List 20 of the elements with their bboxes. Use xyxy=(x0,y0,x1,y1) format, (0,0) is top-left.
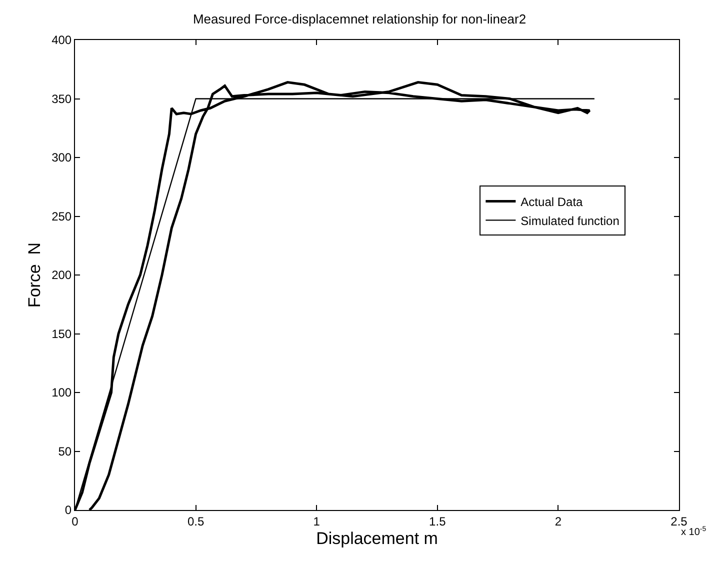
x-axis-title: Displacement m xyxy=(316,528,438,548)
y-tick-label: 200 xyxy=(52,268,72,282)
y-tick-label: 0 xyxy=(64,503,72,518)
y-tick-label: 150 xyxy=(52,326,72,341)
x-tick-label: 1 xyxy=(313,514,320,528)
y-axis-title: Force N xyxy=(25,242,44,308)
legend-label: Actual Data xyxy=(520,194,584,209)
x-tick-label: 2 xyxy=(554,514,562,528)
text: x 10$^{-5}$ xyxy=(681,526,706,538)
x-tick-label: 0.5 xyxy=(187,514,204,528)
y-tick-label: 300 xyxy=(52,150,72,165)
y-tick-label: 100 xyxy=(52,386,72,400)
y-tick-label: 250 xyxy=(52,209,72,224)
y-tick-label: 50 xyxy=(58,444,72,458)
y-tick-label: 400 xyxy=(52,33,72,48)
legend-label: Simulated function xyxy=(520,214,620,228)
x-tick-label: 2.5 xyxy=(670,514,688,528)
chart-title: Measured Force-displacemnet relationship for non-linear2 xyxy=(192,11,526,26)
y-tick-label: 350 xyxy=(52,92,72,106)
x-tick-label: 1.5 xyxy=(429,514,446,528)
